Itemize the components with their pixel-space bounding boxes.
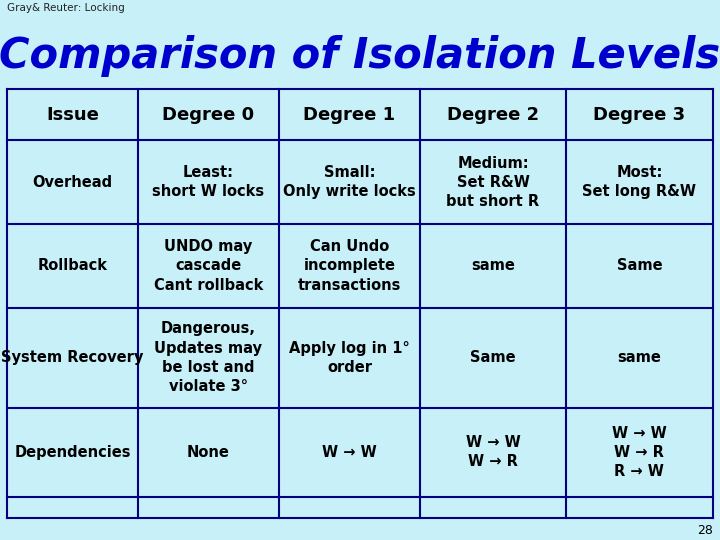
Text: Degree 1: Degree 1 bbox=[303, 106, 395, 124]
Text: Overhead: Overhead bbox=[32, 175, 112, 190]
Text: Least:
short W locks: Least: short W locks bbox=[152, 165, 264, 199]
Text: Degree 0: Degree 0 bbox=[162, 106, 254, 124]
Text: Same: Same bbox=[470, 350, 516, 365]
Bar bbox=[7, 89, 713, 518]
Text: Can Undo
incomplete
transactions: Can Undo incomplete transactions bbox=[298, 239, 401, 293]
Text: W → W
W → R: W → W W → R bbox=[466, 435, 521, 469]
Text: Degree 2: Degree 2 bbox=[447, 106, 539, 124]
Text: same: same bbox=[471, 259, 515, 273]
Text: Issue: Issue bbox=[46, 106, 99, 124]
Text: None: None bbox=[187, 445, 230, 460]
Text: Small:
Only write locks: Small: Only write locks bbox=[283, 165, 415, 199]
Text: Medium:
Set R&W
but short R: Medium: Set R&W but short R bbox=[446, 156, 539, 209]
Text: Dangerous,
Updates may
be lost and
violate 3°: Dangerous, Updates may be lost and viola… bbox=[154, 321, 262, 394]
Text: UNDO may
cascade
Cant rollback: UNDO may cascade Cant rollback bbox=[153, 239, 263, 293]
Text: W → W: W → W bbox=[322, 445, 377, 460]
Text: Dependencies: Dependencies bbox=[14, 445, 131, 460]
Text: Degree 3: Degree 3 bbox=[593, 106, 685, 124]
Text: same: same bbox=[618, 350, 662, 365]
Text: Comparison of Isolation Levels: Comparison of Isolation Levels bbox=[0, 35, 720, 77]
Text: Rollback: Rollback bbox=[37, 259, 107, 273]
Text: Same: Same bbox=[616, 259, 662, 273]
Text: Gray& Reuter: Locking: Gray& Reuter: Locking bbox=[7, 3, 125, 13]
Text: Most:
Set long R&W: Most: Set long R&W bbox=[582, 165, 696, 199]
Text: System Recovery: System Recovery bbox=[1, 350, 144, 365]
Text: 28: 28 bbox=[697, 524, 713, 537]
Text: Apply log in 1°
order: Apply log in 1° order bbox=[289, 341, 410, 375]
Text: W → W
W → R
R → W: W → W W → R R → W bbox=[612, 426, 667, 479]
